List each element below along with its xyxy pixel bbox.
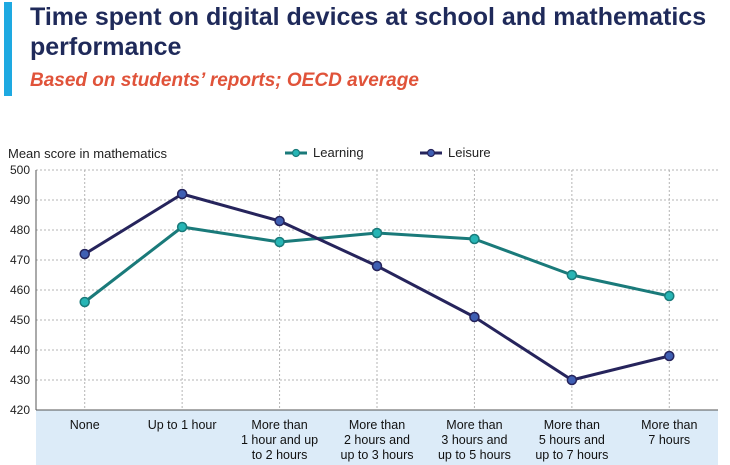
- y-tick-label: 460: [10, 283, 30, 297]
- leisure-data-point: [176, 188, 188, 200]
- x-tick-label: More than 3 hours and up to 5 hours: [438, 418, 511, 462]
- x-tick-label: More than 5 hours and up to 7 hours: [535, 418, 608, 462]
- y-tick-label: 430: [10, 373, 30, 387]
- leisure-legend-label: Leisure: [448, 145, 491, 160]
- y-tick-label: 450: [10, 313, 30, 327]
- learning-legend-label: Learning: [313, 145, 364, 160]
- learning-data-point: [566, 269, 578, 281]
- leisure-data-point: [566, 374, 578, 386]
- x-tick-label: More than 2 hours and up to 3 hours: [341, 418, 414, 462]
- x-tick-label: Up to 1 hour: [148, 418, 217, 432]
- leisure-data-point: [469, 311, 480, 323]
- leisure-legend-marker: [426, 148, 436, 158]
- leisure-data-point: [79, 248, 90, 260]
- y-tick-label: 470: [10, 253, 30, 267]
- y-tick-label: 480: [10, 223, 30, 237]
- learning-data-point: [274, 236, 285, 248]
- leisure-data-point: [274, 215, 285, 227]
- learning-data-point: [469, 233, 480, 245]
- learning-data-point: [664, 290, 675, 302]
- x-tick-label: More than 7 hours: [641, 418, 697, 447]
- y-tick-label: 500: [10, 163, 30, 177]
- y-tick-label: 490: [10, 193, 30, 207]
- chart-subtitle: Based on students’ reports; OECD average: [30, 70, 419, 91]
- leisure-data-point: [371, 260, 383, 272]
- learning-legend-marker: [291, 148, 301, 158]
- y-tick-label: 440: [10, 343, 30, 357]
- x-tick-label: None: [70, 418, 100, 432]
- x-axis-band: [36, 410, 718, 465]
- chart-title: Time spent on digital devices at school …: [30, 3, 707, 61]
- y-axis-label: Mean score in mathematics: [8, 146, 167, 161]
- learning-data-point: [176, 221, 188, 233]
- title-accent-bar: [4, 2, 12, 96]
- learning-data-point: [79, 296, 90, 308]
- x-tick-label: More than 1 hour and up to 2 hours: [241, 418, 318, 462]
- leisure-data-point: [664, 350, 675, 362]
- y-tick-label: 420: [10, 403, 30, 417]
- learning-data-point: [371, 227, 383, 239]
